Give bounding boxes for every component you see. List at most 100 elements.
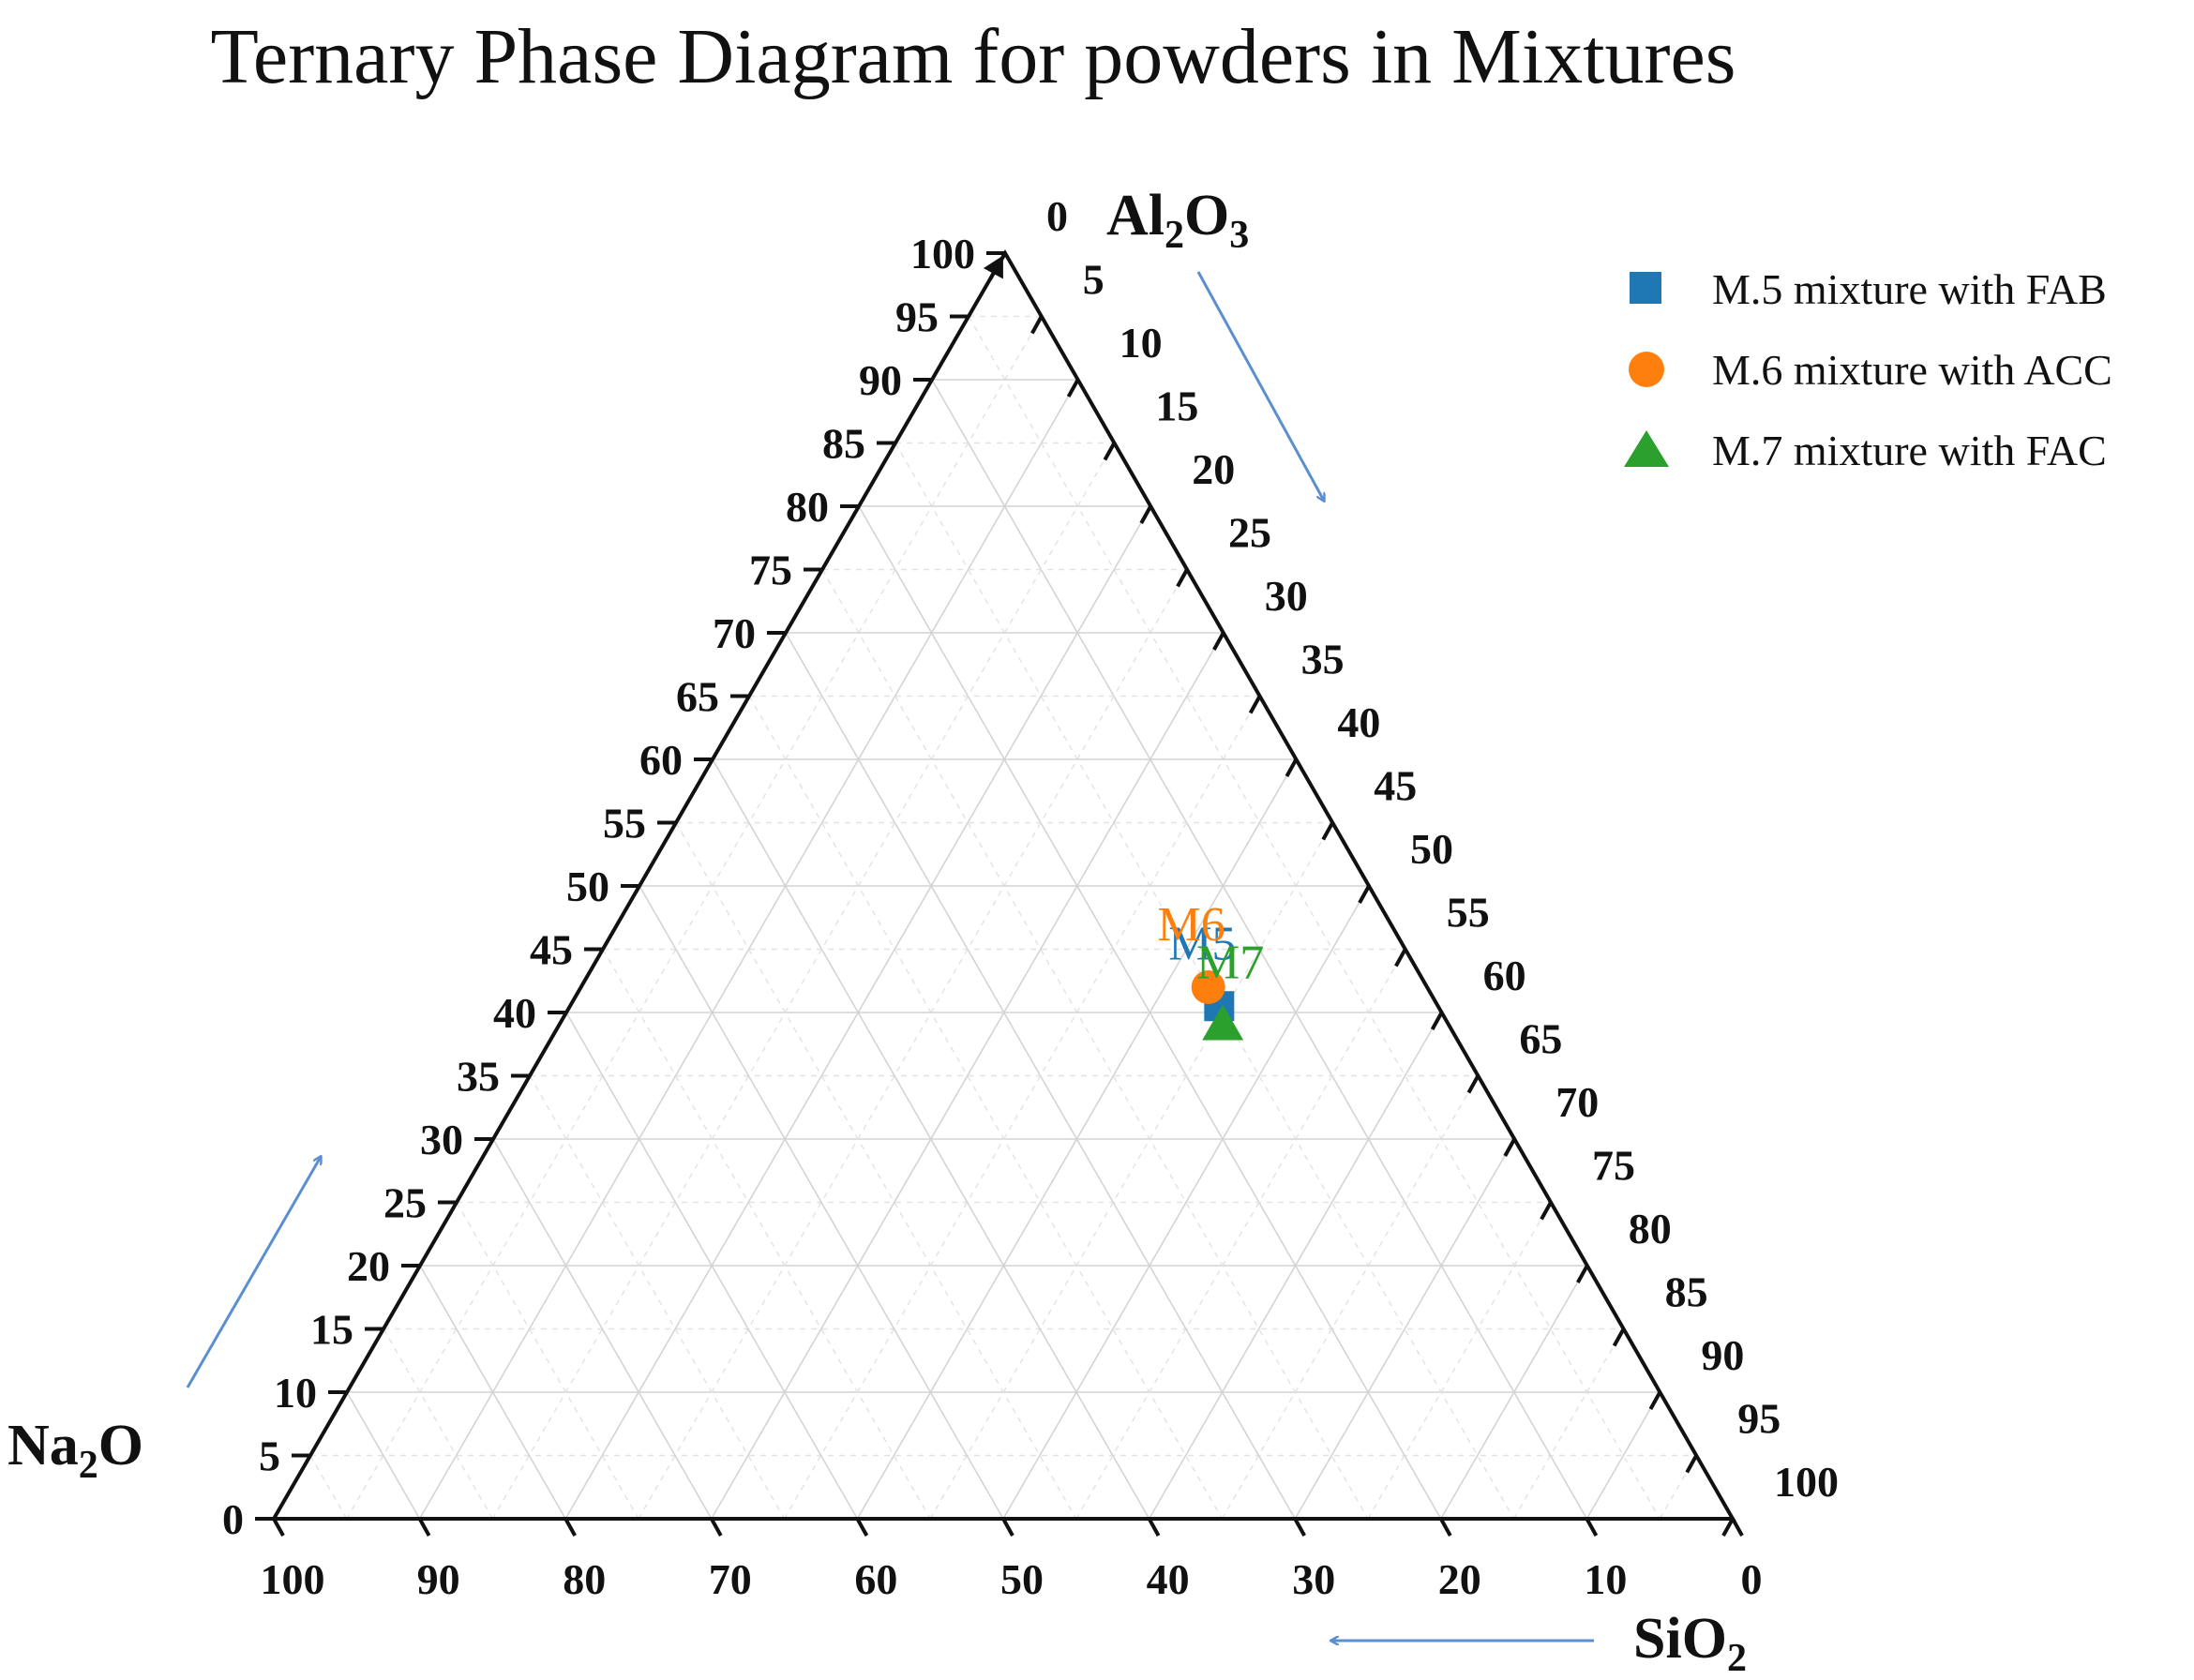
tick-label-right: 80 (1629, 1205, 1672, 1252)
point-label-m7: M7 (1196, 937, 1264, 990)
tick-mark (1030, 315, 1044, 335)
grid-line (1221, 1075, 1480, 1520)
tick-label-left: 100 (910, 230, 975, 278)
tick-label-right: 20 (1192, 445, 1235, 493)
point-label-m6: M6 (1158, 898, 1225, 952)
tick-label-left: 15 (310, 1306, 353, 1354)
tick-label-left: 30 (420, 1116, 463, 1163)
tick-mark (1731, 1518, 1744, 1537)
grid-line (711, 632, 1225, 1520)
tick-label-right: 5 (1083, 256, 1105, 304)
tick-label-right: 0 (1046, 192, 1068, 240)
grid-lines (309, 315, 1697, 1520)
legend-label-m6: M.6 mixture with ACC (1712, 346, 2112, 394)
grid-line (529, 1075, 786, 1520)
grid-line (1585, 1391, 1661, 1520)
grid-line (456, 1202, 639, 1520)
tick-label-bottom: 80 (563, 1555, 606, 1603)
tick-mark (1466, 1074, 1480, 1094)
tick-mark (1585, 1518, 1599, 1537)
tick-mark (1430, 1012, 1444, 1030)
tick-mark (1176, 568, 1189, 588)
tick-label-bottom: 90 (417, 1555, 460, 1603)
tick-label-left: 95 (895, 293, 939, 341)
grid-line (1440, 1265, 1588, 1520)
tick-mark (1321, 821, 1334, 841)
tick-mark (1212, 632, 1225, 651)
tick-label-right: 60 (1483, 952, 1526, 999)
tick-mark (1293, 1518, 1306, 1537)
grid-line (383, 1328, 494, 1520)
grid-line (1367, 1202, 1552, 1520)
tick-label-bottom: 30 (1292, 1555, 1335, 1603)
tick-label-right: 10 (1120, 319, 1163, 367)
tick-label-left: 25 (383, 1179, 427, 1227)
grid-line (602, 949, 931, 1520)
grid-line (639, 885, 1004, 1520)
legend: M.5 mixture with FAB M.6 mixture with AC… (1624, 265, 2112, 474)
tick-mark (1147, 1518, 1161, 1537)
legend-marker-m7 (1624, 430, 1669, 467)
grid-line (1075, 949, 1406, 1520)
tick-label-left: 5 (259, 1432, 280, 1480)
tick-mark (1685, 1454, 1698, 1474)
legend-marker-m5 (1630, 272, 1661, 304)
grid-line (1294, 1138, 1515, 1520)
tick-label-left: 40 (493, 989, 536, 1037)
tick-label-left: 65 (676, 673, 719, 721)
grid-line (419, 1265, 566, 1520)
grid-line (346, 316, 1043, 1520)
tick-label-bottom: 100 (261, 1555, 325, 1603)
point-m6 (1191, 970, 1225, 1004)
tick-mark (1285, 758, 1299, 777)
tick-mark (1503, 1138, 1516, 1157)
tick-label-right: 15 (1155, 382, 1198, 430)
tick-label-right: 35 (1301, 636, 1345, 683)
axis-label-top: Al2O3 (1106, 184, 1249, 257)
grid-line (1512, 1328, 1625, 1520)
axis-label-left: Na2O (8, 1414, 143, 1487)
tick-label-left: 80 (786, 483, 829, 531)
grid-line (968, 316, 1661, 1520)
tick-label-right: 100 (1774, 1458, 1839, 1506)
grid-line (1002, 885, 1370, 1520)
tick-label-right: 55 (1447, 889, 1490, 937)
grid-line (346, 1391, 421, 1520)
grid-line (565, 1012, 859, 1520)
tick-label-right: 70 (1555, 1078, 1599, 1126)
tick-mark (1358, 885, 1371, 904)
tick-marks: 0510152025303540455055606570758085909510… (222, 192, 1839, 1603)
tick-mark (1612, 1328, 1626, 1347)
tick-label-left: 70 (713, 609, 756, 657)
tick-label-bottom: 20 (1438, 1555, 1481, 1603)
arrow-na2o-direction (186, 1157, 321, 1388)
tick-label-bottom: 0 (1741, 1555, 1763, 1603)
tick-mark (1248, 695, 1262, 714)
tick-label-left: 35 (457, 1053, 500, 1101)
point-label-m5: M5 (1168, 917, 1236, 970)
grid-line (821, 569, 1369, 1520)
tick-label-bottom: 10 (1584, 1555, 1627, 1603)
tick-label-left: 0 (222, 1495, 244, 1543)
tick-label-left: 55 (603, 800, 646, 848)
tick-mark (855, 1518, 869, 1537)
tick-label-bottom: 60 (854, 1555, 897, 1603)
tick-label-right: 95 (1737, 1395, 1781, 1443)
tick-mark (1540, 1201, 1553, 1221)
legend-label-m7: M.7 mixture with FAC (1712, 427, 2107, 474)
tick-label-right: 65 (1519, 1015, 1562, 1063)
legend-label-m5: M.5 mixture with FAB (1712, 265, 2107, 313)
tick-label-right: 50 (1410, 825, 1453, 873)
chart-title: Ternary Phase Diagram for powders in Mix… (210, 13, 1736, 100)
tick-label-bottom: 70 (709, 1555, 752, 1603)
grid-line (929, 822, 1333, 1520)
grid-line (491, 442, 1116, 1520)
grid-line (1148, 1012, 1443, 1520)
tick-mark (1394, 948, 1407, 968)
tick-mark (564, 1518, 577, 1537)
tick-mark (1439, 1518, 1452, 1537)
tick-mark (1001, 1518, 1014, 1537)
tick-label-left: 20 (347, 1242, 390, 1290)
